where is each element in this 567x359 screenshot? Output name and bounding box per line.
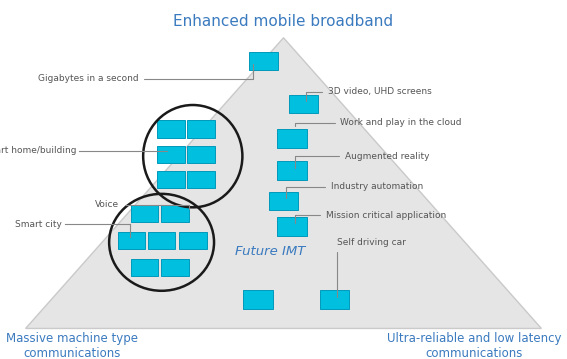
FancyBboxPatch shape — [161, 258, 188, 276]
FancyBboxPatch shape — [289, 95, 318, 113]
Text: Augmented reality: Augmented reality — [295, 151, 429, 168]
FancyBboxPatch shape — [147, 232, 175, 249]
Text: Self driving car: Self driving car — [337, 238, 406, 297]
Text: 3D video, UHD screens: 3D video, UHD screens — [306, 87, 431, 101]
Text: Industry automation: Industry automation — [286, 182, 423, 198]
FancyBboxPatch shape — [243, 290, 273, 309]
Text: Massive machine type
communications: Massive machine type communications — [6, 332, 138, 359]
FancyBboxPatch shape — [118, 232, 145, 249]
Text: Smart home/building: Smart home/building — [0, 146, 77, 155]
FancyBboxPatch shape — [187, 146, 215, 163]
Text: Gigabytes in a second: Gigabytes in a second — [39, 64, 253, 84]
Text: Ultra-reliable and low latency
communications: Ultra-reliable and low latency communica… — [387, 332, 561, 359]
FancyBboxPatch shape — [130, 205, 159, 222]
Text: Enhanced mobile broadband: Enhanced mobile broadband — [174, 14, 393, 29]
FancyBboxPatch shape — [161, 205, 188, 222]
FancyBboxPatch shape — [269, 192, 298, 210]
FancyBboxPatch shape — [277, 129, 307, 148]
FancyBboxPatch shape — [187, 120, 215, 138]
Text: Smart city: Smart city — [15, 220, 62, 229]
FancyBboxPatch shape — [130, 258, 159, 276]
FancyBboxPatch shape — [187, 171, 215, 188]
FancyBboxPatch shape — [179, 232, 206, 249]
FancyBboxPatch shape — [320, 290, 349, 309]
FancyBboxPatch shape — [277, 161, 307, 180]
FancyBboxPatch shape — [157, 146, 185, 163]
FancyBboxPatch shape — [249, 52, 278, 70]
Text: Future IMT: Future IMT — [235, 245, 306, 258]
FancyBboxPatch shape — [157, 171, 185, 188]
Text: Work and play in the cloud: Work and play in the cloud — [295, 118, 462, 127]
Text: Mission critical application: Mission critical application — [295, 211, 446, 223]
Polygon shape — [26, 38, 541, 328]
FancyBboxPatch shape — [277, 217, 307, 236]
Text: Voice: Voice — [95, 200, 189, 209]
FancyBboxPatch shape — [157, 120, 185, 138]
